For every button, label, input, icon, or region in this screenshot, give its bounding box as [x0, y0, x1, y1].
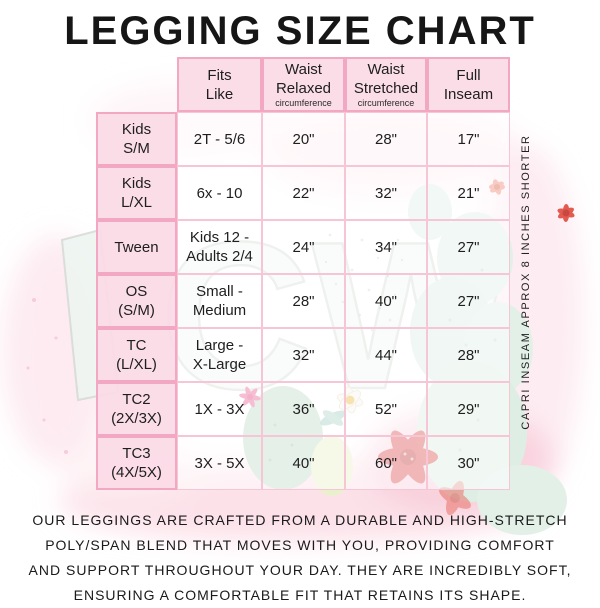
cell-fits-like: 3X - 5X: [177, 436, 262, 490]
col-header-sub: circumference: [357, 98, 415, 108]
col-header-sub: circumference: [275, 98, 332, 108]
cell-waist-stretched: 44": [345, 328, 427, 382]
cell-waist-relaxed: 20": [262, 112, 345, 166]
row-label: Tween: [96, 220, 177, 274]
cell-waist-stretched: 60": [345, 436, 427, 490]
cell-waist-stretched: 34": [345, 220, 427, 274]
size-chart-table: Fits Like Waist Relaxed circumference Wa…: [96, 57, 510, 490]
cell-fits-like: 1X - 3X: [177, 382, 262, 436]
cell-full-inseam: 27": [427, 274, 510, 328]
col-header-fits-like: Fits Like: [177, 57, 262, 112]
red-flower-icon: [557, 204, 575, 222]
cell-full-inseam: 21": [427, 166, 510, 220]
page-title: LEGGING SIZE CHART: [64, 9, 536, 53]
col-header-label: Waist Relaxed: [275, 61, 332, 97]
cell-full-inseam: 29": [427, 382, 510, 436]
cell-fits-like: Kids 12 - Adults 2/4: [177, 220, 262, 274]
cell-waist-stretched: 52": [345, 382, 427, 436]
row-label: TC (L/XL): [96, 328, 177, 382]
cell-waist-relaxed: 36": [262, 382, 345, 436]
col-header-waist-stretched: Waist Stretched circumference: [345, 57, 427, 112]
capri-inseam-note: CAPRI INSEAM APPROX 8 INCHES SHORTER: [520, 134, 532, 430]
cell-waist-relaxed: 28": [262, 274, 345, 328]
col-header-label: Full Inseam: [443, 66, 494, 103]
cell-fits-like: Large - X-Large: [177, 328, 262, 382]
cell-waist-stretched: 32": [345, 166, 427, 220]
col-header-full-inseam: Full Inseam: [427, 57, 510, 112]
cell-full-inseam: 27": [427, 220, 510, 274]
cell-full-inseam: 28": [427, 328, 510, 382]
cell-fits-like: 6x - 10: [177, 166, 262, 220]
row-label: Kids S/M: [96, 112, 177, 166]
cell-full-inseam: 30": [427, 436, 510, 490]
cell-fits-like: 2T - 5/6: [177, 112, 262, 166]
col-header-label: Fits Like: [205, 66, 234, 103]
row-label: TC3 (4X/5X): [96, 436, 177, 490]
product-description: OUR LEGGINGS ARE CRAFTED FROM A DURABLE …: [28, 512, 572, 603]
cell-fits-like: Small - Medium: [177, 274, 262, 328]
cell-waist-stretched: 28": [345, 112, 427, 166]
cell-full-inseam: 17": [427, 112, 510, 166]
cell-waist-relaxed: 32": [262, 328, 345, 382]
row-label: OS (S/M): [96, 274, 177, 328]
cell-waist-stretched: 40": [345, 274, 427, 328]
col-header-waist-relaxed: Waist Relaxed circumference: [262, 57, 345, 112]
corner-cell: [96, 57, 177, 112]
row-label: Kids L/XL: [96, 166, 177, 220]
cell-waist-relaxed: 24": [262, 220, 345, 274]
cell-waist-relaxed: 40": [262, 436, 345, 490]
row-label: TC2 (2X/3X): [96, 382, 177, 436]
col-header-label: Waist Stretched: [353, 61, 419, 97]
cell-waist-relaxed: 22": [262, 166, 345, 220]
